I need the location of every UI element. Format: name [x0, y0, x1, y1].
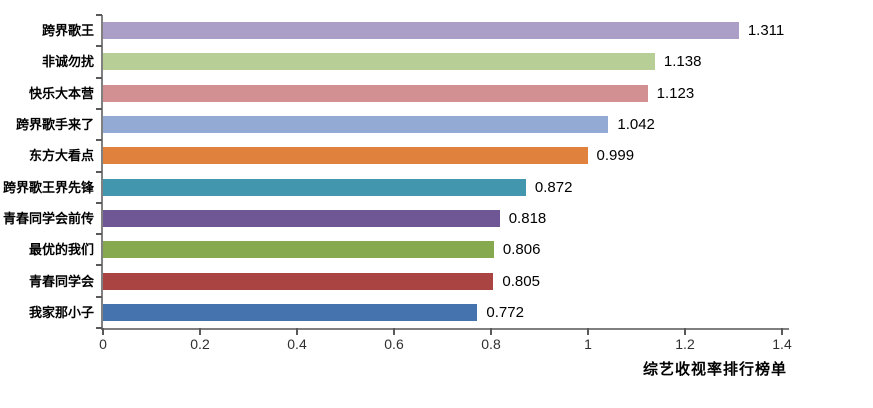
x-axis-tick-label: 0.4: [287, 336, 307, 352]
bar-value-label: 1.042: [617, 116, 655, 134]
y-axis-tick: [96, 76, 102, 79]
category-label: 我家那小子: [28, 304, 94, 320]
x-axis-tick-label: 1: [584, 336, 592, 352]
y-axis-tick: [96, 327, 102, 329]
x-axis-tick: [199, 328, 201, 335]
x-axis-tick: [393, 328, 395, 335]
category-label: 最优的我们: [28, 242, 94, 258]
bar-value-label: 0.999: [596, 147, 635, 165]
category-label: 非诚勿扰: [41, 54, 94, 70]
x-axis-tick-label: 0.2: [190, 336, 210, 352]
y-axis-line: [101, 15, 103, 330]
y-axis-tick: [96, 139, 102, 142]
bar: [103, 178, 526, 196]
x-axis-tick-label: 1.4: [772, 336, 792, 352]
x-axis-tick: [684, 328, 686, 335]
category-label: 跨界歌王: [41, 23, 94, 39]
bar: [103, 209, 500, 227]
bar: [103, 53, 655, 71]
bar: [103, 116, 609, 134]
bar: [103, 84, 648, 102]
x-axis-tick-label: 0.8: [481, 336, 501, 352]
y-axis-tick: [96, 264, 102, 267]
bar-value-label: 1.123: [656, 84, 695, 102]
x-axis-tick: [296, 328, 298, 335]
bar-value-label: 0.772: [486, 303, 524, 321]
bar-value-label: 1.311: [747, 22, 785, 40]
bar: [103, 303, 478, 321]
y-axis-tick: [96, 45, 102, 48]
y-axis-tick: [96, 170, 102, 173]
x-axis-tick: [587, 328, 589, 335]
x-axis-tick-label: 0.6: [384, 336, 404, 352]
x-axis-tick: [490, 328, 492, 335]
x-axis-tick-label: 1.2: [675, 336, 695, 352]
bar-value-label: 1.138: [663, 53, 702, 71]
y-axis-tick: [96, 233, 102, 236]
chart-title: 综艺收视率排行榜单: [642, 362, 787, 378]
bar: [103, 241, 494, 259]
y-axis-tick: [96, 14, 102, 16]
category-label: 东方大看点: [28, 148, 94, 164]
category-label: 跨界歌手来了: [15, 117, 94, 133]
y-axis-tick: [96, 107, 102, 110]
bar-value-label: 0.818: [508, 209, 547, 227]
category-label: 青春同学会前传: [2, 210, 94, 226]
y-axis-tick: [96, 201, 102, 204]
category-label: 快乐大本营: [28, 85, 94, 101]
bar-value-label: 0.806: [502, 241, 541, 259]
bar-value-label: 0.805: [502, 272, 540, 290]
y-axis-tick: [96, 295, 102, 298]
bar: [103, 22, 739, 40]
x-axis-tick-label: 0: [99, 336, 107, 352]
bar: [103, 272, 494, 290]
category-label: 跨界歌王界先锋: [2, 179, 94, 195]
x-axis-tick: [102, 328, 104, 335]
bar-value-label: 0.872: [534, 178, 573, 196]
category-label: 青春同学会: [28, 273, 94, 289]
bar: [103, 147, 588, 165]
x-axis-line: [101, 328, 789, 330]
x-axis-tick: [781, 328, 783, 335]
